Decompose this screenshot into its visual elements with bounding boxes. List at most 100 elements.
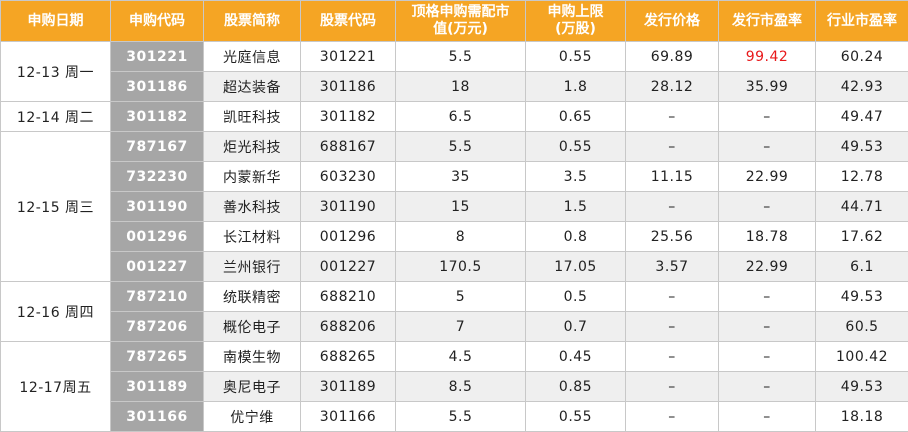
cell: 301182: [300, 101, 396, 132]
cell: –: [718, 131, 816, 162]
cell: –: [625, 371, 719, 402]
cell: 17.62: [815, 221, 908, 252]
table-body: 12-13 周一 301221 光庭信息 301221 5.5 0.55 69.89 99.4…: [0, 41, 908, 432]
cell: 3.5: [525, 161, 626, 192]
cell: 8: [395, 221, 526, 252]
code-cell: 787206: [110, 311, 204, 342]
cell: 603230: [300, 161, 396, 192]
column-header: 申购代码: [110, 0, 204, 42]
table-row: 001296 长江材料 001296 8 0.8 25.56 18.78 17.62: [1, 221, 908, 252]
cell: 7: [395, 311, 526, 342]
cell: 11.15: [625, 161, 719, 192]
cell: 18.18: [815, 401, 908, 432]
cell: 688210: [300, 281, 396, 312]
column-header: 发行价格: [625, 0, 719, 42]
cell: 0.5: [525, 281, 626, 312]
cell: 优宁维: [203, 401, 301, 432]
code-cell: 301221: [110, 41, 204, 72]
cell: 15: [395, 191, 526, 222]
cell: 28.12: [625, 71, 719, 102]
table-row: 301166 优宁维 301166 5.5 0.55– –18.18: [1, 401, 908, 432]
column-header: 申购上限 (万股): [525, 0, 626, 42]
cell: 5.5: [395, 41, 526, 72]
date-cell: 12-17周五: [0, 341, 111, 432]
cell: 4.5: [395, 341, 526, 372]
cell: –: [718, 311, 816, 342]
cell: 301190: [300, 191, 396, 222]
cell: 8.5: [395, 371, 526, 402]
code-cell: 001227: [110, 251, 204, 282]
column-header: 申购日期: [0, 0, 111, 42]
cell: 301186: [300, 71, 396, 102]
code-cell: 001296: [110, 221, 204, 252]
cell: 12.78: [815, 161, 908, 192]
table-row: 001227 兰州银行 001227 170.5 17.05 3.57 22.99 6.1: [1, 251, 908, 282]
cell: 35.99: [718, 71, 816, 102]
code-cell: 787265: [110, 341, 204, 372]
cell: 688167: [300, 131, 396, 162]
code-cell: 787167: [110, 131, 204, 162]
cell: –: [718, 401, 816, 432]
cell: 善水科技: [203, 191, 301, 222]
cell: –: [718, 341, 816, 372]
cell: –: [625, 281, 719, 312]
code-cell: 301186: [110, 71, 204, 102]
cell: 0.45: [525, 341, 626, 372]
column-header: 行业市盈率: [815, 0, 908, 42]
cell: –: [718, 191, 816, 222]
table-row: 301190 善水科技 301190 15 1.5– –44.71: [1, 191, 908, 222]
cell: 6.5: [395, 101, 526, 132]
cell: 兰州银行: [203, 251, 301, 282]
cell: 0.7: [525, 311, 626, 342]
cell: 统联精密: [203, 281, 301, 312]
cell: 0.55: [525, 41, 626, 72]
date-cell: 12-15 周三: [0, 131, 111, 282]
cell: 25.56: [625, 221, 719, 252]
cell: 60.24: [815, 41, 908, 72]
cell: 18.78: [718, 221, 816, 252]
cell: 0.55: [525, 401, 626, 432]
cell: 100.42: [815, 341, 908, 372]
cell: –: [718, 101, 816, 132]
cell: 44.71: [815, 191, 908, 222]
cell: –: [718, 371, 816, 402]
cell: 35: [395, 161, 526, 192]
date-cell: 12-13 周一: [0, 41, 111, 102]
cell: –: [625, 311, 719, 342]
table-row: 787206 概伦电子 688206 7 0.7– –60.5: [1, 311, 908, 342]
cell: 170.5: [395, 251, 526, 282]
cell: 42.93: [815, 71, 908, 102]
cell: 301166: [300, 401, 396, 432]
cell: 0.55: [525, 131, 626, 162]
cell: 1.8: [525, 71, 626, 102]
cell: 49.53: [815, 281, 908, 312]
cell: 301189: [300, 371, 396, 402]
table-row: 301186 超达装备 301186 18 1.8 28.12 35.99 42.93: [1, 71, 908, 102]
cell: 5.5: [395, 131, 526, 162]
cell: 001296: [300, 221, 396, 252]
header-row: 申购日期 申购代码 股票简称 股票代码 顶格申购需配市 值(万元) 申购上限 (万股) 发行…: [0, 0, 908, 42]
code-cell: 787210: [110, 281, 204, 312]
column-header: 股票代码: [300, 0, 396, 42]
column-header: 顶格申购需配市 值(万元): [395, 0, 526, 42]
cell: 内蒙新华: [203, 161, 301, 192]
code-cell: 301166: [110, 401, 204, 432]
table-row: 12-16 周四 787210 统联精密 688210 5 0.5– –49.53: [0, 281, 908, 342]
table-row: 301189 奥尼电子 301189 8.5 0.85– –49.53: [1, 371, 908, 402]
table-row: 12-15 周三 787167 炬光科技 688167 5.5 0.55– –49.53: [0, 131, 908, 282]
code-cell: 301182: [110, 101, 204, 132]
cell: 5.5: [395, 401, 526, 432]
cell: 光庭信息: [203, 41, 301, 72]
cell: 49.53: [815, 131, 908, 162]
cell: 22.99: [718, 161, 816, 192]
cell: 0.8: [525, 221, 626, 252]
cell: 6.1: [815, 251, 908, 282]
cell: 688206: [300, 311, 396, 342]
cell: 5: [395, 281, 526, 312]
date-cell: 12-14 周二: [0, 101, 111, 132]
code-cell: 301190: [110, 191, 204, 222]
cell: 49.47: [815, 101, 908, 132]
cell: 60.5: [815, 311, 908, 342]
